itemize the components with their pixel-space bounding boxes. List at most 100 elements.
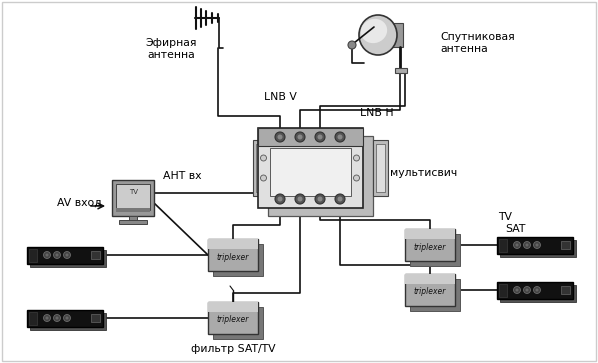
Text: LNB V: LNB V <box>264 92 297 102</box>
Circle shape <box>44 252 50 258</box>
Circle shape <box>56 253 59 257</box>
Bar <box>27 310 103 326</box>
Bar <box>395 68 407 73</box>
Circle shape <box>275 132 285 142</box>
Circle shape <box>533 241 541 249</box>
Circle shape <box>63 252 71 258</box>
Text: мультисвич: мультисвич <box>390 168 457 178</box>
Circle shape <box>297 135 303 139</box>
Text: triplexer: triplexer <box>217 253 249 261</box>
Circle shape <box>261 155 267 161</box>
Bar <box>561 286 570 294</box>
Circle shape <box>523 286 530 294</box>
Bar <box>410 234 460 266</box>
Text: TV: TV <box>130 189 139 195</box>
Circle shape <box>45 317 48 319</box>
Bar <box>497 281 573 298</box>
Circle shape <box>535 289 539 291</box>
Bar <box>116 184 150 210</box>
Circle shape <box>337 135 343 139</box>
Circle shape <box>66 317 69 319</box>
Circle shape <box>53 252 60 258</box>
Bar <box>27 246 103 264</box>
Bar <box>208 302 258 311</box>
Bar <box>91 251 100 259</box>
Bar <box>561 241 570 249</box>
Text: TV: TV <box>498 212 512 222</box>
Circle shape <box>533 286 541 294</box>
Bar <box>252 140 267 196</box>
Text: triplexer: triplexer <box>414 242 446 252</box>
Circle shape <box>275 194 285 204</box>
Circle shape <box>295 194 305 204</box>
Circle shape <box>526 244 529 246</box>
Circle shape <box>318 196 322 201</box>
Bar <box>119 220 147 224</box>
Bar <box>208 302 258 334</box>
Bar <box>129 216 137 221</box>
Text: LNB H: LNB H <box>360 108 393 118</box>
Bar <box>30 313 106 330</box>
Bar <box>499 284 507 297</box>
Circle shape <box>515 244 518 246</box>
Bar <box>208 239 258 271</box>
Bar <box>373 140 388 196</box>
Circle shape <box>318 135 322 139</box>
Circle shape <box>56 317 59 319</box>
Bar <box>500 285 576 302</box>
Bar <box>270 148 350 196</box>
Bar <box>405 274 455 306</box>
Circle shape <box>535 244 539 246</box>
Bar <box>405 229 455 238</box>
Ellipse shape <box>361 19 387 43</box>
Bar <box>258 128 362 208</box>
Bar <box>213 307 263 339</box>
Circle shape <box>53 314 60 322</box>
Circle shape <box>353 155 359 161</box>
Bar <box>499 238 507 252</box>
Circle shape <box>526 289 529 291</box>
Text: AV вход: AV вход <box>57 198 102 208</box>
Text: triplexer: triplexer <box>414 287 446 297</box>
Circle shape <box>523 241 530 249</box>
Bar <box>405 274 455 284</box>
Circle shape <box>45 253 48 257</box>
Circle shape <box>335 132 345 142</box>
Bar <box>267 136 373 216</box>
Text: АНТ вх: АНТ вх <box>163 171 202 181</box>
Bar <box>258 128 362 146</box>
Bar <box>29 311 37 325</box>
Circle shape <box>514 286 520 294</box>
Circle shape <box>315 194 325 204</box>
Circle shape <box>297 196 303 201</box>
Circle shape <box>261 175 267 181</box>
Bar <box>410 279 460 311</box>
Circle shape <box>337 196 343 201</box>
Circle shape <box>514 241 520 249</box>
Bar <box>389 23 403 47</box>
Bar <box>29 249 37 261</box>
Circle shape <box>353 175 359 181</box>
Circle shape <box>295 132 305 142</box>
Bar <box>30 249 106 266</box>
Bar <box>405 229 455 261</box>
Bar <box>500 240 576 257</box>
Text: SAT: SAT <box>505 224 525 234</box>
Circle shape <box>277 196 282 201</box>
Circle shape <box>315 132 325 142</box>
Bar <box>213 244 263 276</box>
Bar <box>91 314 100 322</box>
Text: Спутниковая
антенна: Спутниковая антенна <box>440 32 515 54</box>
Circle shape <box>44 314 50 322</box>
Circle shape <box>515 289 518 291</box>
Bar <box>208 239 258 249</box>
Bar <box>497 237 573 253</box>
Text: Эфирная
антенна: Эфирная антенна <box>145 38 197 60</box>
Text: triplexer: triplexer <box>217 315 249 325</box>
Circle shape <box>63 314 71 322</box>
Text: фильтр SAT/TV: фильтр SAT/TV <box>191 344 275 354</box>
Circle shape <box>348 41 356 49</box>
Bar <box>255 144 264 192</box>
Circle shape <box>66 253 69 257</box>
Bar <box>116 208 150 212</box>
